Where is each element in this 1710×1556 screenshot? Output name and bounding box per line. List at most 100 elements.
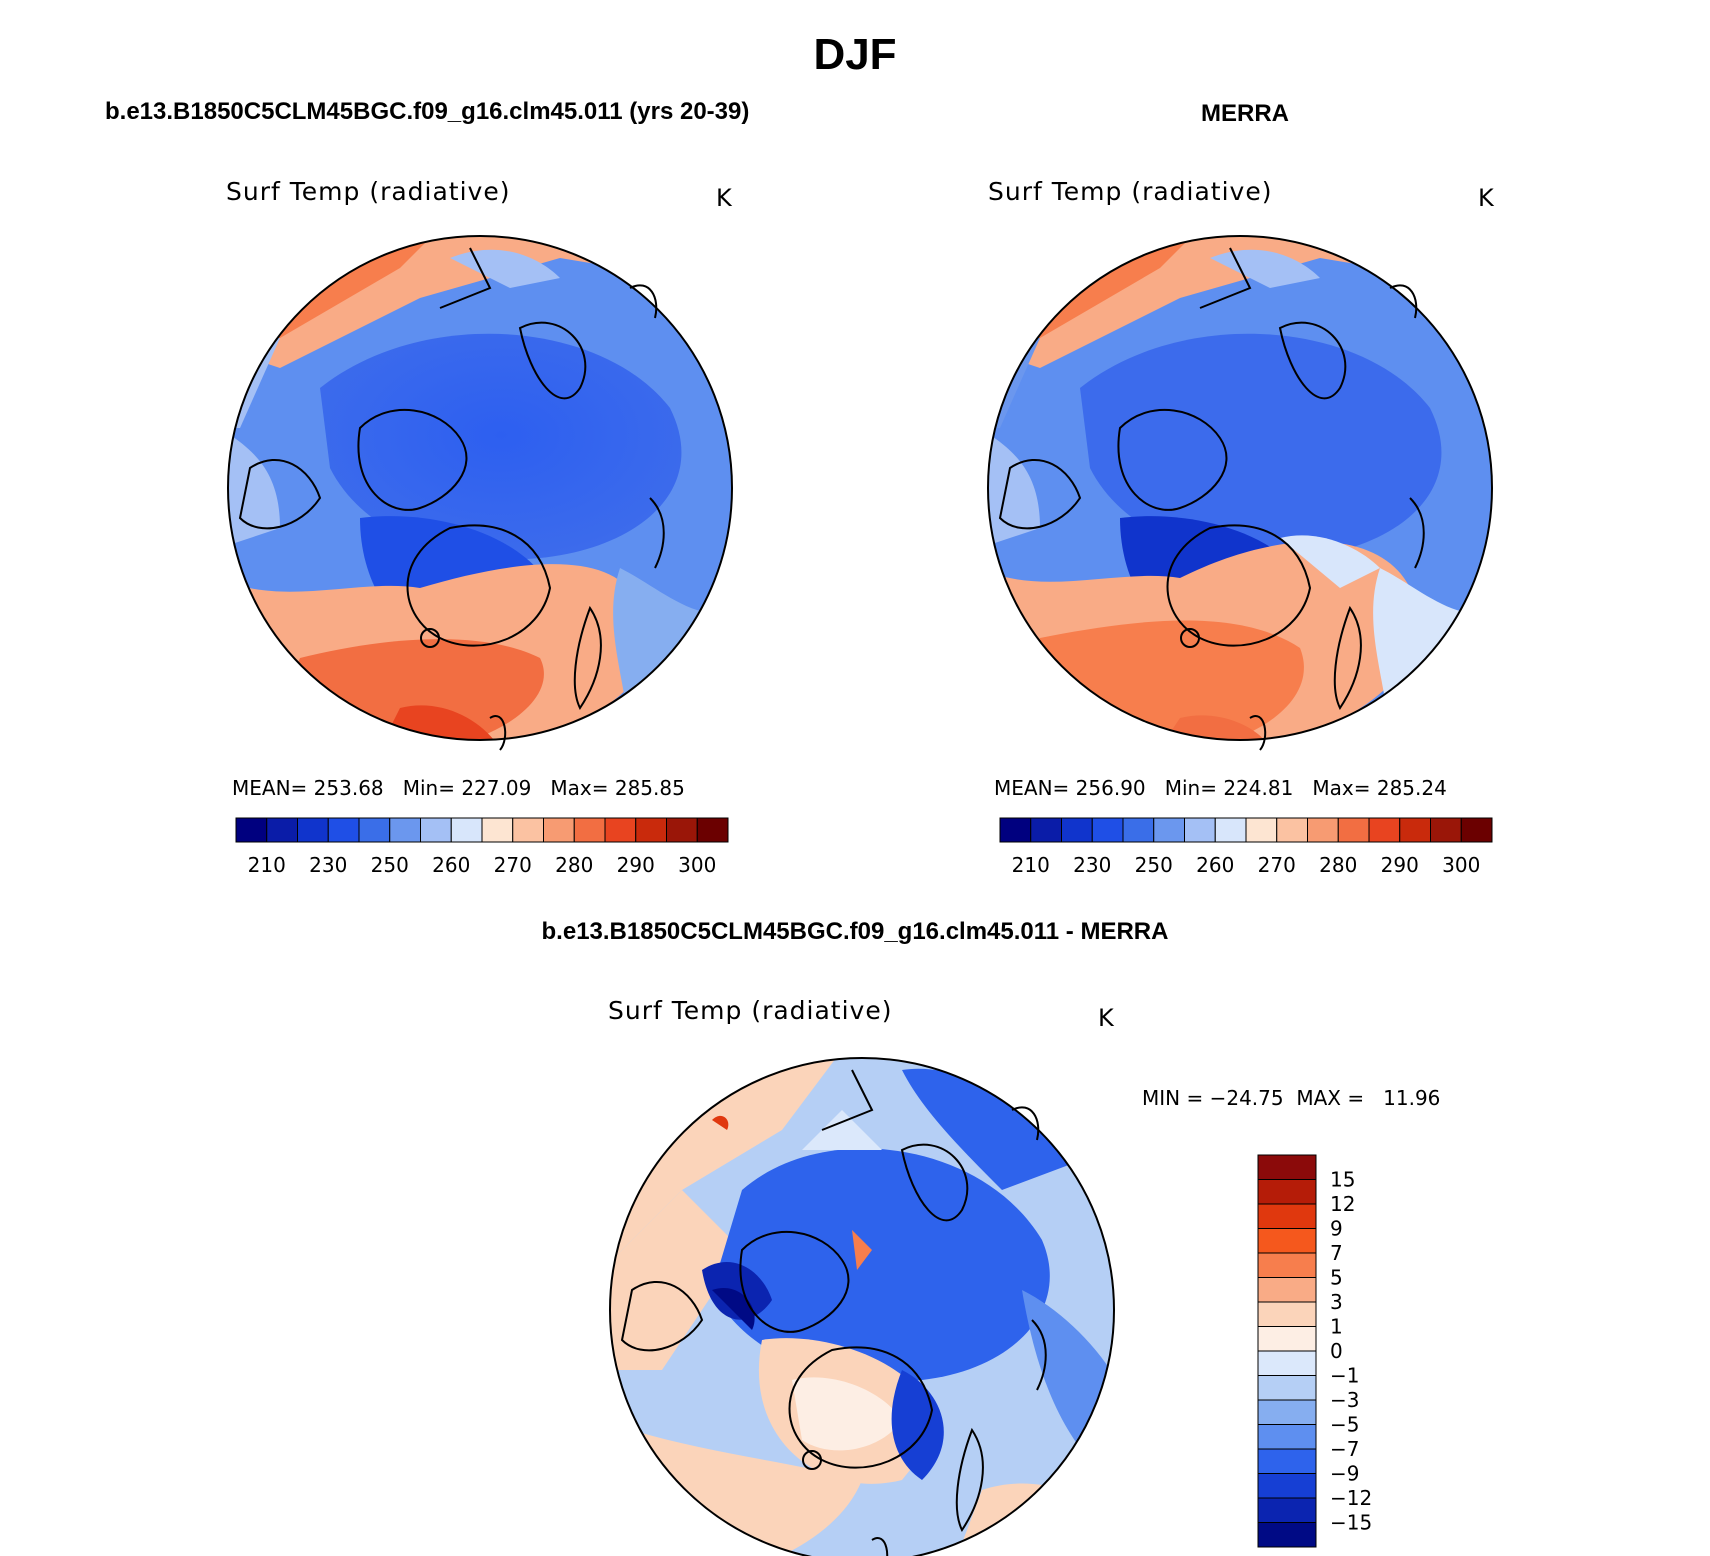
obs-panel-heading: MERRA — [1201, 100, 1289, 127]
diff-colorbar-swatch — [1257, 1301, 1317, 1327]
diff-colorbar-tick-label: 5 — [1330, 1266, 1343, 1290]
obs-colorbar-swatch — [1368, 817, 1401, 843]
obs-colorbar-swatch — [1153, 817, 1185, 843]
diff-panel-heading: b.e13.B1850C5CLM45BGC.f09_g16.clm45.011 … — [541, 918, 1169, 945]
model-polar-map — [227, 235, 733, 751]
obs-stats: MEAN= 256.90 Min= 224.81 Max= 285.24 — [994, 776, 1447, 800]
model-colorbar-tick-label: 300 — [678, 853, 716, 877]
diff-colorbar-swatch — [1257, 1424, 1317, 1450]
obs-colorbar-swatch — [1122, 817, 1155, 843]
model-colorbar-swatch — [235, 817, 268, 843]
obs-colorbar-swatch — [1399, 817, 1431, 843]
obs-colorbar-swatch — [1276, 817, 1308, 843]
diff-colorbar-swatch — [1257, 1326, 1317, 1352]
model-stats: MEAN= 253.68 Min= 227.09 Max= 285.85 — [232, 776, 685, 800]
model-min-label: Min= — [402, 776, 455, 800]
diff-colorbar-tick-label: 12 — [1330, 1192, 1355, 1216]
model-colorbar-swatch — [266, 817, 298, 843]
diff-colorbar-swatch — [1257, 1252, 1317, 1278]
obs-variable-label: Surf Temp (radiative) — [988, 177, 1273, 206]
diff-colorbar-swatch — [1257, 1522, 1317, 1548]
model-colorbar-tick-label: 270 — [494, 853, 532, 877]
obs-colorbar-swatch — [999, 817, 1032, 843]
model-colorbar-tick-label: 230 — [309, 853, 347, 877]
model-colorbar-swatch — [327, 817, 360, 843]
obs-mean-label: MEAN= — [994, 776, 1070, 800]
model-colorbar-swatch — [297, 817, 329, 843]
diff-variable-label: Surf Temp (radiative) — [608, 996, 893, 1025]
model-colorbar-swatch — [450, 817, 483, 843]
model-colorbar-swatch — [358, 817, 391, 843]
model-colorbar-swatch — [635, 817, 667, 843]
obs-mean-value: 256.90 — [1075, 776, 1146, 800]
diff-colorbar-swatch — [1257, 1473, 1317, 1499]
obs-colorbar-tick-label: 300 — [1442, 853, 1480, 877]
obs-colorbar-tick-label: 210 — [1012, 853, 1050, 877]
model-mean-value: 253.68 — [313, 776, 384, 800]
diff-colorbar-tick-label: −9 — [1330, 1462, 1359, 1486]
obs-max-label: Max= — [1312, 776, 1371, 800]
obs-colorbar-swatch — [1061, 817, 1093, 843]
diff-minmax: MIN = −24.75 MAX = 11.96 — [1142, 1086, 1441, 1110]
obs-colorbar-tick-label: 290 — [1381, 853, 1419, 877]
obs-max-value: 285.24 — [1376, 776, 1447, 800]
obs-colorbar: 210 230 250 260 270 280 290 300 — [999, 817, 1493, 877]
diff-colorbar-tick-label: 9 — [1330, 1217, 1343, 1241]
model-colorbar-swatch — [512, 817, 544, 843]
diff-colorbar-swatch — [1257, 1277, 1317, 1303]
diff-colorbar-swatch — [1257, 1154, 1317, 1180]
diff-colorbar-tick-label: −3 — [1330, 1388, 1359, 1412]
diff-colorbar-swatch — [1257, 1179, 1317, 1205]
diff-colorbar-tick-label: −5 — [1330, 1413, 1359, 1437]
model-min-value: 227.09 — [461, 776, 532, 800]
model-colorbar-swatch — [389, 817, 421, 843]
model-colorbar-swatch — [666, 817, 698, 843]
obs-colorbar-tick-label: 230 — [1073, 853, 1111, 877]
diff-units-label: K — [1098, 1004, 1114, 1032]
model-colorbar-tick-label: 210 — [248, 853, 286, 877]
obs-colorbar-swatch — [1430, 817, 1462, 843]
obs-colorbar-tick-label: 270 — [1258, 853, 1296, 877]
model-colorbar-tick-label: 280 — [555, 853, 593, 877]
diff-colorbar-swatch — [1257, 1448, 1317, 1474]
obs-colorbar-swatch — [1091, 817, 1124, 843]
obs-units-label: K — [1478, 184, 1494, 212]
diff-colorbar-swatch — [1257, 1350, 1317, 1376]
diff-colorbar-tick-label: −15 — [1330, 1511, 1372, 1535]
obs-colorbar-swatch — [1184, 817, 1216, 843]
obs-colorbar-swatch — [1307, 817, 1339, 843]
model-colorbar-swatch — [543, 817, 575, 843]
model-max-value: 285.85 — [614, 776, 685, 800]
diff-colorbar-swatch — [1257, 1203, 1317, 1229]
model-colorbar-swatch — [696, 817, 729, 843]
model-colorbar-tick-label: 290 — [617, 853, 655, 877]
diff-colorbar-tick-label: 0 — [1330, 1339, 1343, 1363]
obs-colorbar-swatch — [1337, 817, 1370, 843]
model-colorbar-tick-label: 250 — [371, 853, 409, 877]
model-max-label: Max= — [550, 776, 609, 800]
model-panel-heading: b.e13.B1850C5CLM45BGC.f09_g16.clm45.011 … — [105, 98, 750, 125]
diff-colorbar-tick-label: 3 — [1330, 1290, 1343, 1314]
model-colorbar-swatch — [573, 817, 606, 843]
diff-colorbar-tick-label: −7 — [1330, 1437, 1359, 1461]
model-colorbar-swatch — [420, 817, 452, 843]
obs-polar-map — [987, 235, 1493, 751]
model-variable-label: Surf Temp (radiative) — [226, 177, 511, 206]
model-mean-label: MEAN= — [232, 776, 308, 800]
obs-min-value: 224.81 — [1223, 776, 1294, 800]
diff-colorbar-swatch — [1257, 1228, 1317, 1254]
obs-colorbar-tick-label: 280 — [1319, 853, 1357, 877]
model-colorbar-tick-label: 260 — [432, 853, 470, 877]
model-colorbar: 210 230 250 260 270 280 290 300 — [235, 817, 729, 877]
diff-colorbar-tick-label: −12 — [1330, 1486, 1372, 1510]
diff-colorbar-tick-label: 7 — [1330, 1241, 1343, 1265]
obs-colorbar-tick-label: 260 — [1196, 853, 1234, 877]
obs-colorbar-swatch — [1245, 817, 1278, 843]
diff-colorbar-tick-label: 1 — [1330, 1315, 1343, 1339]
model-colorbar-swatch — [481, 817, 514, 843]
diff-colorbar-tick-label: 15 — [1330, 1168, 1355, 1192]
diff-colorbar-swatch — [1257, 1399, 1317, 1425]
obs-colorbar-swatch — [1214, 817, 1247, 843]
